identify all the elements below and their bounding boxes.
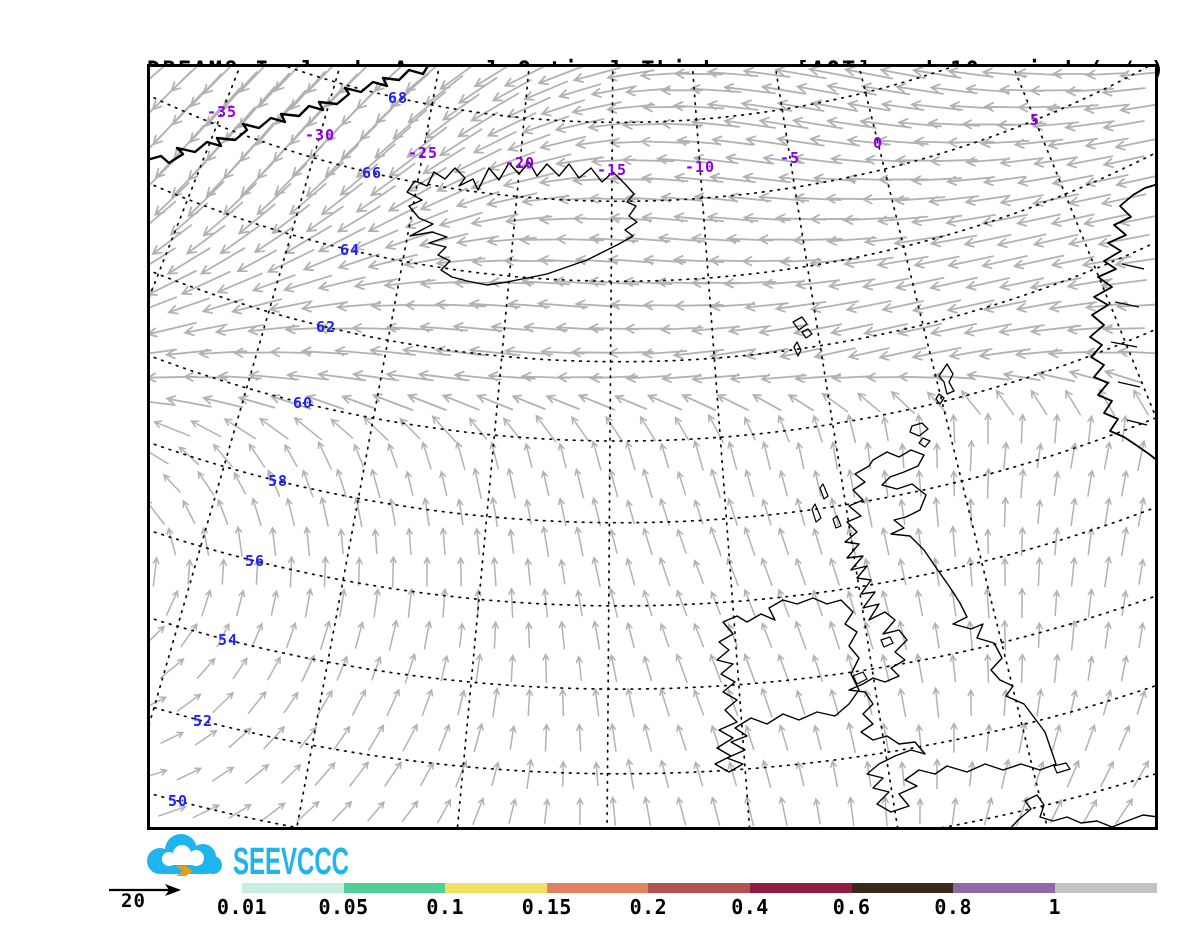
legend-tick-label: 0.15: [521, 895, 572, 919]
meridian-line: [857, 64, 1049, 830]
isle-of-wight: [1053, 762, 1071, 774]
shetland-islands: [935, 363, 955, 405]
lat-label: 64: [339, 241, 361, 259]
legend-segment: [750, 883, 853, 893]
wind-arrows-upper: [147, 64, 1158, 412]
parallel-line: [147, 328, 1156, 442]
lon-label: -5: [779, 149, 801, 167]
legend-tick-label: 0.4: [731, 895, 769, 919]
anglesey: [852, 671, 868, 685]
faroe-islands: [792, 316, 813, 357]
isle-of-man: [880, 636, 894, 648]
lon-label: -10: [684, 158, 716, 176]
lat-label: 56: [244, 552, 266, 570]
parallel-line: [147, 241, 1156, 363]
lat-label: 54: [217, 631, 239, 649]
wind-scale: 20: [103, 878, 203, 922]
orkney-islands: [909, 422, 931, 448]
lon-label: -20: [504, 154, 536, 172]
graticule-layer: [147, 64, 1158, 830]
greenland-coast: [147, 64, 431, 165]
great-britain-coast: [844, 449, 1057, 813]
seevccc-logo-graphic: SEEVCCC: [147, 834, 349, 883]
legend-tick-label: 0.01: [216, 895, 268, 919]
lon-label: -35: [206, 103, 238, 121]
lon-label: 0: [872, 134, 884, 152]
logo-arrow-icon: [176, 866, 193, 876]
legend-tick-label: 0.6: [832, 895, 871, 919]
legend-segment: [343, 883, 446, 893]
lat-label: 60: [292, 394, 314, 412]
ireland-coast: [714, 597, 860, 773]
norway-coast: [1089, 183, 1158, 462]
map-frame: -35 -30 -25 -20 -15 -10 -5 0 5 68 66 64 62 60 58 56 54 52…: [147, 64, 1158, 830]
meridian-line: [456, 64, 531, 830]
lat-label: 66: [361, 164, 383, 182]
meridian-line: [691, 64, 751, 830]
meridian-line: [295, 64, 441, 830]
legend-segment: [445, 883, 548, 893]
cloud-icon: [147, 834, 222, 876]
map-border: [147, 64, 1158, 830]
legend-tick-label: 0.2: [629, 895, 668, 919]
lat-label: 50: [167, 792, 189, 810]
seevccc-logo: SEEVCCC: [145, 831, 375, 883]
legend-tick-label: 1: [1048, 895, 1062, 919]
lon-label: -25: [407, 144, 439, 162]
legend-segment: [242, 883, 345, 893]
lat-label: 52: [192, 712, 214, 730]
norway-fjords: [1110, 263, 1148, 426]
lat-label: 62: [315, 318, 337, 336]
wind-scale-value: 20: [121, 890, 146, 912]
wind-scale-arrow-icon: [109, 884, 181, 896]
parallel-line: [276, 64, 964, 124]
legend-segment: [953, 883, 1056, 893]
legend-segment: [1054, 883, 1157, 893]
parallel-line: [147, 152, 1156, 283]
parallel-line: [147, 773, 1156, 830]
parallel-line: [147, 506, 1156, 607]
legend-segment: [648, 883, 751, 893]
lon-label: -15: [596, 161, 628, 179]
legend-tick-label: 0.05: [318, 895, 369, 919]
iceland-coast: [406, 161, 638, 286]
france-coast: [1008, 794, 1158, 830]
coastline-layer: [147, 64, 1158, 830]
parallel-line: [147, 595, 1156, 690]
lon-label: 5: [1029, 111, 1041, 129]
parallel-line: [147, 64, 1155, 203]
wind-map-canvas: [147, 64, 1158, 830]
wind-arrows-lower: [147, 388, 1150, 827]
legend-segment: [851, 883, 954, 893]
meridian-line: [606, 64, 614, 830]
legend-tick-label: 0.1: [426, 895, 464, 919]
wind-vector-layer: [147, 64, 1158, 827]
meridian-line: [147, 64, 342, 735]
legend-tick-label: 0.8: [934, 895, 972, 919]
parallel-line: [147, 685, 1156, 775]
hebrides-islands: [811, 483, 842, 529]
lat-label: 58: [267, 472, 289, 490]
legend-segment: [546, 883, 649, 893]
lat-label: 68: [387, 89, 409, 107]
logo-text: SEEVCCC: [233, 841, 349, 883]
lon-label: -30: [304, 126, 336, 144]
